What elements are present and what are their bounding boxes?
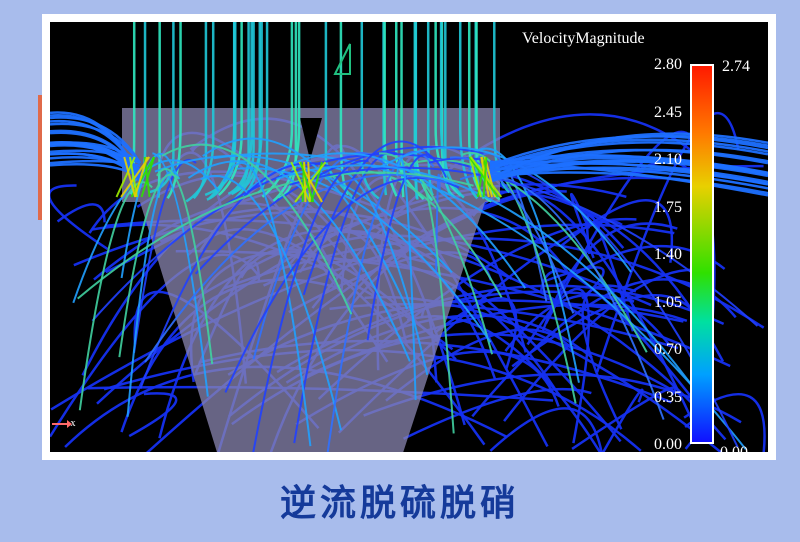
streamline bbox=[152, 152, 209, 397]
streamline bbox=[581, 284, 637, 430]
slide-caption: 逆流脱硫脱硝 bbox=[279, 483, 520, 524]
high-velocity-streamline bbox=[133, 156, 149, 198]
streamline bbox=[128, 392, 178, 438]
colorbar-tick-label: 2.80 bbox=[654, 56, 682, 73]
streamline bbox=[326, 150, 435, 452]
streamline bbox=[192, 22, 208, 200]
streamline bbox=[489, 135, 768, 167]
streamline bbox=[489, 141, 768, 172]
high-velocity-streamline bbox=[123, 156, 137, 198]
streamline bbox=[56, 203, 106, 223]
colorbar-tick-label: 2.10 bbox=[654, 151, 682, 168]
colorbar-min-label: 0.00 bbox=[720, 444, 748, 452]
inlet-marker bbox=[333, 43, 351, 75]
high-velocity-streamline bbox=[468, 156, 499, 198]
high-velocity-streamline bbox=[482, 156, 488, 198]
streamline bbox=[449, 156, 575, 314]
streamline bbox=[489, 162, 768, 184]
high-velocity-streamline bbox=[299, 161, 315, 203]
colorbar-tick-label: 2.45 bbox=[654, 103, 682, 121]
streamline bbox=[601, 388, 644, 452]
streamline bbox=[470, 147, 580, 383]
high-velocity-streamline bbox=[469, 156, 503, 198]
colorbar-tick-label: 1.75 bbox=[654, 198, 682, 216]
streamline bbox=[187, 160, 411, 362]
streamline bbox=[50, 184, 109, 251]
axis-label: x bbox=[70, 418, 76, 429]
streamline bbox=[439, 22, 465, 199]
streamline bbox=[276, 164, 703, 399]
streamline bbox=[433, 296, 518, 371]
streamline bbox=[444, 22, 452, 196]
streamline bbox=[489, 407, 603, 452]
high-velocity-streamline bbox=[128, 156, 138, 198]
streamline bbox=[458, 22, 479, 200]
streamline bbox=[293, 151, 398, 444]
high-velocity-streamline bbox=[303, 161, 307, 203]
streamline bbox=[560, 199, 674, 263]
slide-edge-decoration bbox=[38, 95, 44, 220]
streamline bbox=[252, 159, 369, 452]
high-velocity-streamline bbox=[469, 156, 482, 198]
colorbar-tick-label: 0.00 bbox=[654, 436, 682, 452]
streamline bbox=[261, 22, 294, 198]
colorbar-max-label: 2.74 bbox=[722, 58, 750, 75]
streamline bbox=[489, 171, 768, 195]
tower-notch bbox=[300, 118, 322, 160]
streamline bbox=[144, 173, 448, 363]
streamline bbox=[489, 134, 768, 180]
streamline bbox=[118, 173, 180, 358]
streamline bbox=[133, 158, 197, 353]
streamline bbox=[461, 152, 577, 404]
streamline bbox=[324, 22, 356, 200]
streamline bbox=[156, 168, 214, 365]
streamline bbox=[236, 167, 492, 343]
colorbar-tick-label: 1.40 bbox=[654, 246, 682, 263]
streamline bbox=[50, 114, 142, 181]
streamline bbox=[489, 148, 768, 183]
colorbar-tick-label: 0.70 bbox=[654, 341, 682, 358]
colorbar-tick-label: 1.05 bbox=[654, 293, 682, 311]
streamline bbox=[185, 22, 215, 203]
streamline-visualization: VelocityMagnitude 2.80 2.45 2.10 1.75 1.40 1.… bbox=[50, 22, 768, 452]
streamline bbox=[402, 387, 592, 440]
colorbar-tick-label: 0.35 bbox=[654, 388, 682, 406]
streamline bbox=[378, 152, 494, 355]
streamline bbox=[396, 158, 417, 401]
streamline bbox=[222, 161, 312, 447]
high-velocity-streamline bbox=[140, 156, 156, 198]
legend-title: VelocityMagnitude bbox=[522, 30, 645, 47]
streamline bbox=[161, 143, 353, 315]
streamline bbox=[217, 22, 243, 197]
x-axis-arrow-icon bbox=[52, 419, 72, 428]
streamline bbox=[91, 153, 470, 322]
colorbar bbox=[690, 64, 714, 444]
streamline bbox=[200, 174, 342, 431]
streamline bbox=[571, 386, 677, 450]
streamline bbox=[206, 22, 236, 201]
axis-indicator: x bbox=[52, 418, 76, 429]
streamline bbox=[213, 152, 747, 450]
streamline bbox=[489, 154, 768, 174]
streamline bbox=[302, 140, 437, 296]
streamline-canvas bbox=[50, 22, 768, 452]
streamline bbox=[400, 22, 405, 198]
high-velocity-streamline bbox=[290, 161, 311, 203]
streamline bbox=[377, 146, 632, 273]
streamline bbox=[360, 22, 380, 200]
streamline bbox=[50, 122, 142, 164]
streamline bbox=[50, 159, 141, 168]
streamline bbox=[78, 181, 153, 411]
